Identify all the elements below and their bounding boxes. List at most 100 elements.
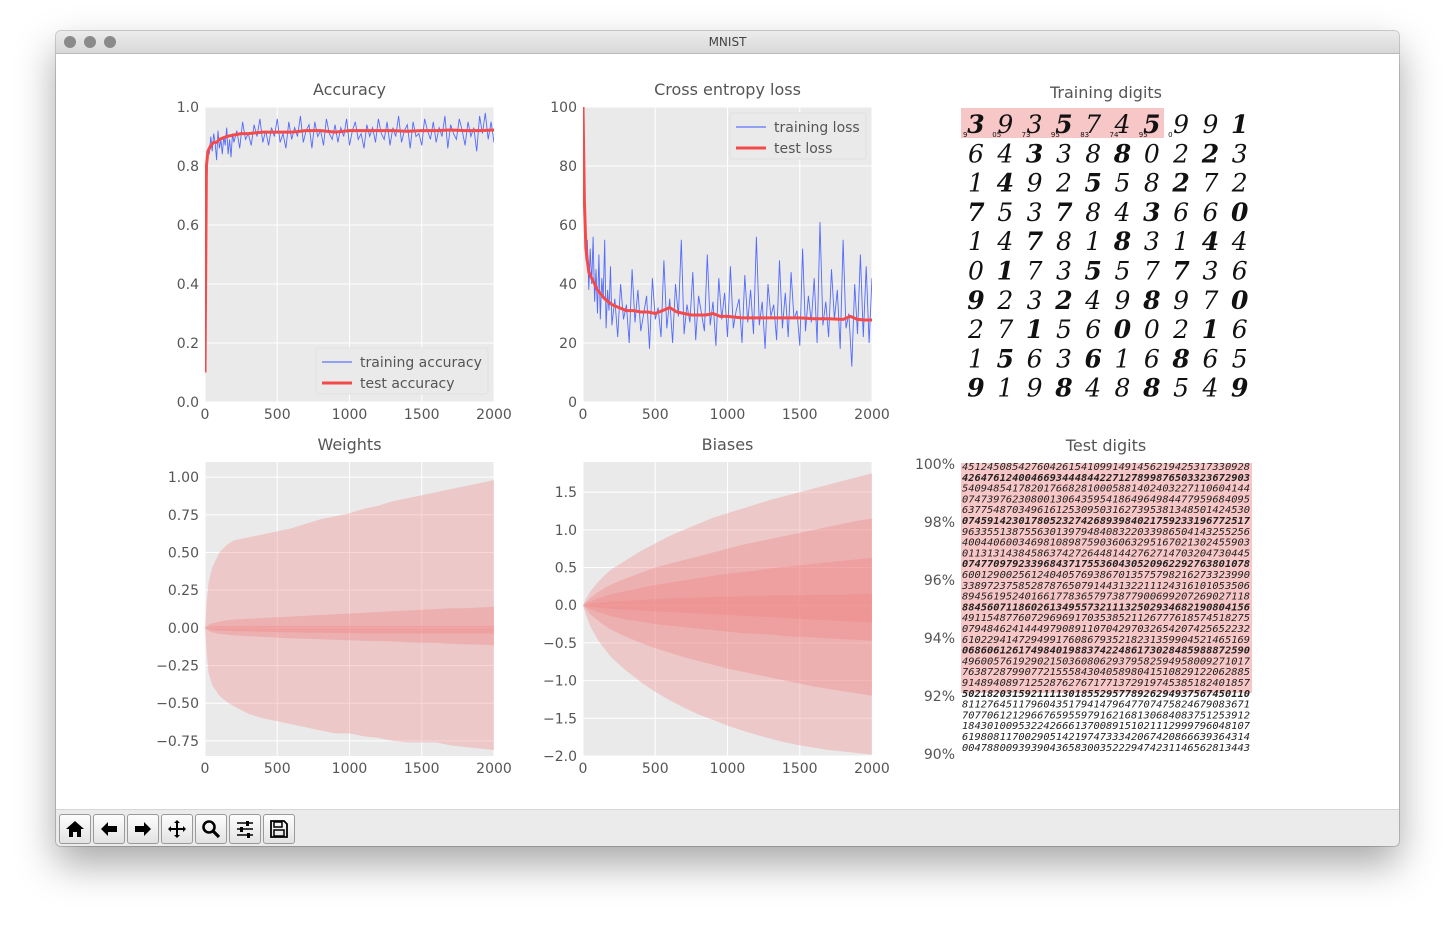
training-digit: 8 [1142, 286, 1160, 315]
x-tick-label: 2000 [854, 407, 890, 423]
training-digit: 4 [1084, 286, 1101, 315]
percentile-band [583, 518, 872, 696]
y-tick-label: 1.00 [168, 470, 199, 486]
training-digit: 9 [1027, 374, 1043, 403]
test-digit-row: 0047880093939043658300352229474231146562… [962, 743, 1250, 754]
x-tick-label: 1500 [404, 761, 440, 777]
zoom-icon [202, 820, 221, 839]
y-tick-label: 100 [550, 100, 577, 116]
y-tick-label: −0.25 [156, 659, 199, 675]
training-digit: 8 [1142, 374, 1160, 403]
navigation-toolbar [56, 809, 1399, 846]
training-digit: 3 [1232, 139, 1248, 168]
training-digit: 5 [1232, 344, 1248, 373]
test-y-tick-label: 98% [924, 515, 955, 531]
back-button[interactable] [93, 814, 125, 844]
predicted-label: 95 [1139, 131, 1148, 139]
training-digit: 6 [968, 139, 984, 168]
home-icon [66, 821, 84, 837]
training-digit: 3 [1144, 227, 1160, 256]
training-digit: 5 [997, 344, 1014, 373]
forward-button[interactable] [127, 814, 159, 844]
y-tick-label: 1.0 [555, 523, 577, 539]
y-tick-label: 0.8 [177, 159, 199, 175]
save-button[interactable] [263, 814, 295, 844]
training-digit: 4 [1202, 227, 1219, 256]
training-digit: 0 [1144, 139, 1160, 168]
series-training-accuracy [205, 112, 494, 367]
training-digit: 6 [1173, 198, 1189, 227]
chart-title: Biases [702, 435, 754, 454]
app-window: MNIST 0 500 1000 1500 2000 0.0 0.2 0.4 0.6 0.8 1.0… [56, 31, 1399, 846]
training-digit: 8 [1056, 227, 1072, 256]
y-tick-label: −0.75 [156, 734, 199, 750]
x-tick-label: 500 [642, 407, 669, 423]
test-digit-row: 9633551387556301397948408322033986504143… [962, 527, 1250, 538]
title-bar: MNIST [56, 31, 1399, 54]
training-digit: 5 [1115, 257, 1131, 286]
test-digit-row: 5409485417820176682810005881402403227110… [962, 484, 1250, 495]
test-y-tick-label: 96% [924, 573, 955, 589]
training-digit: 9 [1231, 374, 1248, 403]
training-digit: 3 [1056, 257, 1072, 286]
training-digit: 7 [1202, 286, 1218, 315]
training-digit: 8 [1054, 374, 1072, 403]
test-digit-row: 5021820315921111301855295778926294937567… [962, 689, 1250, 700]
close-window-button[interactable] [64, 36, 76, 48]
legend-label: test accuracy [360, 376, 455, 392]
x-tick-label: 1500 [782, 407, 818, 423]
training-digit: 6 [1202, 198, 1218, 227]
percentile-band [583, 473, 872, 755]
training-digit: 0 [1114, 315, 1132, 344]
training-digit: 3 [1027, 198, 1043, 227]
home-button[interactable] [59, 814, 91, 844]
training-digit: 3 [1027, 110, 1043, 139]
test-digit-row: 0794846241444979089110704297032654207425… [962, 624, 1250, 635]
training-digit: 2 [1201, 139, 1219, 168]
test-digits-panel: Test digits 100% 98% 96% 94% 92% 90% 4512450854… [915, 436, 1252, 763]
y-tick-label: 40 [559, 277, 577, 293]
training-digit: 1 [968, 344, 984, 373]
legend-box [315, 347, 489, 395]
legend: training loss test loss [729, 112, 867, 160]
test-digits-title: Test digits [1065, 436, 1146, 455]
training-digit: 2 [1055, 169, 1072, 198]
configure-subplots-button[interactable] [229, 814, 261, 844]
zoom-window-button[interactable] [104, 36, 116, 48]
test-digit-row: 0747709792339684371755360430520962292763… [962, 559, 1250, 570]
save-icon [270, 820, 288, 838]
training-digit: 6 [1084, 344, 1101, 373]
training-digit: 4 [1114, 198, 1131, 227]
test-digit-row: 0686061261749840198837422486173028485988… [962, 646, 1250, 657]
minimize-window-button[interactable] [84, 36, 96, 48]
training-digit: 0 [1231, 198, 1249, 227]
training-digit: 1 [1115, 344, 1131, 373]
y-tick-label: 1.0 [177, 100, 199, 116]
training-digit: 7 [1172, 257, 1190, 286]
test-digit-row: 4960057619290215036080629379582594958009… [962, 656, 1250, 667]
training-digit: 5 [997, 198, 1013, 227]
y-tick-label: 80 [559, 159, 577, 175]
training-digit: 7 [1144, 257, 1160, 286]
x-tick-label: 1000 [332, 407, 368, 423]
zoom-button[interactable] [195, 814, 227, 844]
percentile-band [205, 606, 494, 646]
figure-canvas[interactable]: 0 500 1000 1500 20000.00.20.40.60.81.0Accura… [56, 53, 1399, 809]
test-digit-row: 8945619524016617783657973877900699207269… [962, 592, 1250, 603]
test-digit-row: 4911548776072969691703538521126777618574… [962, 613, 1250, 624]
training-digit: 2 [1171, 169, 1189, 198]
misclassified-region [961, 463, 1252, 693]
x-tick-label: 1500 [782, 761, 818, 777]
chart-1: 0 500 1000 1500 2000 0.0 0.2 0.4 0.6 0.8 1.0 Accura… [177, 80, 512, 423]
chart-title: Cross entropy loss [654, 80, 801, 99]
training-digit: 6 [1202, 344, 1218, 373]
x-tick-label: 1500 [404, 407, 440, 423]
training-digit: 4 [1201, 374, 1218, 403]
pan-button[interactable] [161, 814, 193, 844]
y-tick-label: −0.5 [543, 636, 577, 652]
training-digit: 0 [1144, 315, 1160, 344]
chart-title: Accuracy [313, 80, 386, 99]
training-digit: 3 [1143, 198, 1160, 227]
training-digit: 4 [1114, 110, 1131, 139]
predicted-label: 95 [1051, 131, 1060, 139]
